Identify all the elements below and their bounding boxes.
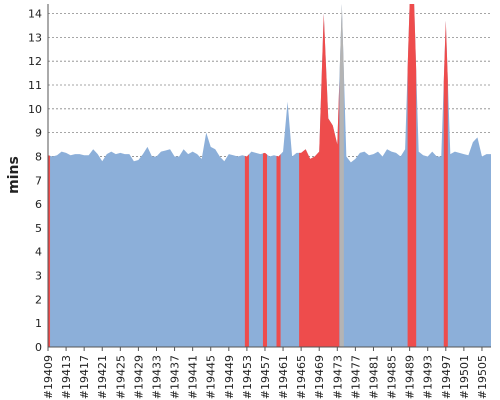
x-tick-label: #19469 — [313, 355, 326, 399]
x-tick-label: #19477 — [349, 355, 362, 399]
x-tick-label: #19465 — [295, 355, 308, 399]
series-area — [48, 4, 491, 348]
y-tick-label: 9 — [35, 127, 42, 140]
x-tick-label: #19441 — [187, 355, 200, 399]
x-tick-label: #19497 — [440, 355, 453, 399]
x-tick-label: #19413 — [60, 355, 73, 399]
x-tick-labels: #19409 #19413 #19417 #19421 #19425 #19429 #194… — [42, 355, 489, 399]
x-tick-label: #19505 — [476, 355, 489, 399]
y-tick-label: 1 — [35, 317, 42, 330]
y-tick-label: 8 — [35, 150, 42, 163]
y-tick-label: 3 — [35, 270, 42, 283]
x-tick-label: #19457 — [259, 355, 272, 399]
y-tick-label: 2 — [35, 293, 42, 306]
series-failure-segment — [244, 154, 249, 347]
x-tick-label: #19461 — [277, 355, 290, 399]
x-tick-label: #19453 — [241, 355, 254, 399]
axes — [47, 4, 491, 351]
x-tick-label: #19421 — [96, 355, 109, 399]
x-tick-label: #19449 — [223, 355, 236, 399]
x-tick-label: #19473 — [331, 355, 344, 399]
x-tick-label: #19445 — [205, 355, 218, 399]
series-failure-segment — [276, 154, 281, 347]
series-failure-segment — [443, 20, 448, 347]
y-tick-label: 10 — [28, 103, 42, 116]
x-tick-label: #19437 — [169, 355, 182, 399]
y-tick-label: 7 — [35, 174, 42, 187]
x-tick-label: #19429 — [132, 355, 145, 399]
x-tick-label: #19481 — [367, 355, 380, 399]
y-tick-label: 14 — [28, 8, 42, 21]
x-tick-label: #19485 — [386, 355, 399, 399]
series-aborted-segment — [339, 4, 344, 347]
y-tick-label: 11 — [28, 79, 42, 92]
series-failure-segment — [262, 152, 268, 347]
x-tick-label: #19417 — [78, 355, 91, 399]
y-tick-label: 6 — [35, 198, 42, 211]
x-tick-label: #19501 — [458, 355, 471, 399]
series-success-area — [48, 4, 491, 347]
y-tick-label: 5 — [35, 222, 42, 235]
y-tick-label: 0 — [35, 341, 42, 354]
y-tick-label: 4 — [35, 246, 42, 259]
x-tick-label: #19433 — [150, 355, 163, 399]
y-tick-label: 13 — [28, 31, 42, 44]
series-failure-segment — [299, 13, 340, 348]
y-axis-title: mins — [6, 156, 22, 194]
series-failure-segment — [407, 4, 417, 347]
x-tick-label: #19425 — [114, 355, 127, 399]
x-tick-label: #19493 — [422, 355, 435, 399]
y-tick-label: 12 — [28, 55, 42, 68]
x-tick-label: #19409 — [42, 355, 55, 399]
x-tick-label: #19489 — [404, 355, 417, 399]
series-failure-segment — [48, 155, 51, 347]
